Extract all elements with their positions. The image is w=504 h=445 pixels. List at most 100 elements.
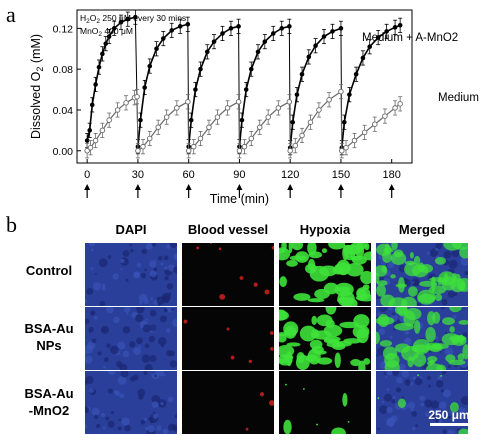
data-point <box>197 135 204 142</box>
data-point <box>384 29 389 34</box>
data-point <box>138 117 143 123</box>
data-point <box>382 113 388 119</box>
data-point <box>372 121 378 127</box>
data-point <box>106 117 112 123</box>
series-label-medium-mno2: Medium + A-MnO2 <box>362 32 458 44</box>
data-point <box>147 135 153 142</box>
data-point <box>84 148 90 154</box>
data-point <box>211 39 217 44</box>
data-point <box>123 100 129 106</box>
data-point <box>248 135 255 142</box>
oxygen-chart: 0 30 60 90 120 150 180 0.00 0.04 0.08 0.12 Time (mi… <box>29 9 479 206</box>
data-point <box>106 34 112 39</box>
data-point <box>338 26 344 31</box>
row-label-line: Control <box>25 263 73 278</box>
row-label-line: BSA-Au <box>24 321 74 336</box>
data-point <box>99 127 106 134</box>
series-line <box>289 91 342 152</box>
panel-b-letter: b <box>6 212 17 237</box>
data-point <box>343 144 349 151</box>
row-label-control: Control <box>16 262 82 279</box>
y-axis-label: Dissolved O2 (mM) <box>29 34 45 139</box>
data-point <box>224 105 231 111</box>
series-line <box>238 25 290 147</box>
data-point <box>220 31 225 36</box>
scale-bar-label: 250 μm <box>428 408 470 422</box>
data-point <box>204 49 210 55</box>
data-point <box>397 23 403 28</box>
scale-bar <box>430 423 470 426</box>
series-line <box>188 101 239 152</box>
row-label-bsa-au-mno2: BSA-Au -MnO2 <box>16 385 82 419</box>
tile-bsa-au-mno2-hypoxia <box>279 371 371 434</box>
series-line <box>340 24 401 148</box>
data-point <box>114 107 121 113</box>
annotation-h2o2: H2O2 250 μM every 30 mins <box>80 13 186 25</box>
data-point <box>360 55 366 61</box>
data-point <box>214 114 221 120</box>
injection-arrow-head <box>337 184 344 190</box>
tile-control-blood-vessel <box>182 243 274 306</box>
data-point <box>321 34 327 39</box>
data-point <box>135 148 141 154</box>
data-point <box>392 105 398 111</box>
injection-arrow-head <box>185 184 192 190</box>
data-point <box>103 41 109 46</box>
data-point <box>190 143 197 150</box>
data-point <box>290 119 296 125</box>
data-point <box>198 66 203 72</box>
data-point <box>92 137 99 144</box>
data-point <box>347 92 352 97</box>
data-point <box>265 114 271 120</box>
data-point <box>160 36 166 41</box>
data-point <box>255 49 261 55</box>
data-point <box>351 137 358 144</box>
series-reset-line <box>340 91 343 151</box>
data-point <box>306 54 312 60</box>
data-point <box>206 124 212 131</box>
data-point <box>262 39 268 44</box>
data-point <box>185 21 191 27</box>
injection-arrow-head <box>287 184 294 190</box>
series-reset-line <box>288 101 291 151</box>
data-point <box>286 99 293 105</box>
data-point <box>118 19 124 25</box>
column-header-dapi: DAPI <box>115 222 147 237</box>
data-point <box>241 143 248 150</box>
data-point <box>392 25 398 30</box>
tile-bsa-au-nps-merged <box>376 307 468 370</box>
data-point <box>342 119 347 125</box>
tile-control-hypoxia <box>279 243 371 306</box>
data-point <box>299 71 305 77</box>
data-point <box>248 66 254 72</box>
data-point <box>125 16 131 22</box>
column-header-hypoxia: Hypoxia <box>299 222 351 237</box>
data-point <box>367 44 373 50</box>
series-label-medium: Medium <box>438 92 479 104</box>
tile-bsa-au-nps-hypoxia <box>279 307 371 370</box>
data-point <box>84 138 90 143</box>
data-point <box>154 46 159 52</box>
data-point <box>169 28 175 33</box>
data-point <box>326 97 332 103</box>
data-point <box>239 117 245 123</box>
x-tick-label: 180 <box>383 169 401 181</box>
data-point <box>279 26 285 31</box>
series-line <box>137 101 189 152</box>
row-label-bsa-au-nps: BSA-Au NPs <box>16 320 82 354</box>
x-axis-label: Time (min) <box>210 192 269 206</box>
injection-arrow-head <box>84 184 91 190</box>
injection-arrow-head <box>388 184 395 190</box>
data-point <box>299 132 305 139</box>
panel-a-letter: a <box>6 2 16 27</box>
x-tick-label: 150 <box>332 169 350 181</box>
tile-control-merged <box>376 243 468 306</box>
tile-control-dapi <box>85 243 177 306</box>
data-point <box>375 35 381 40</box>
data-point <box>287 148 293 154</box>
data-point <box>338 88 344 95</box>
data-point <box>270 31 276 36</box>
data-point <box>87 128 92 133</box>
data-point <box>353 71 359 77</box>
data-point <box>140 143 146 150</box>
